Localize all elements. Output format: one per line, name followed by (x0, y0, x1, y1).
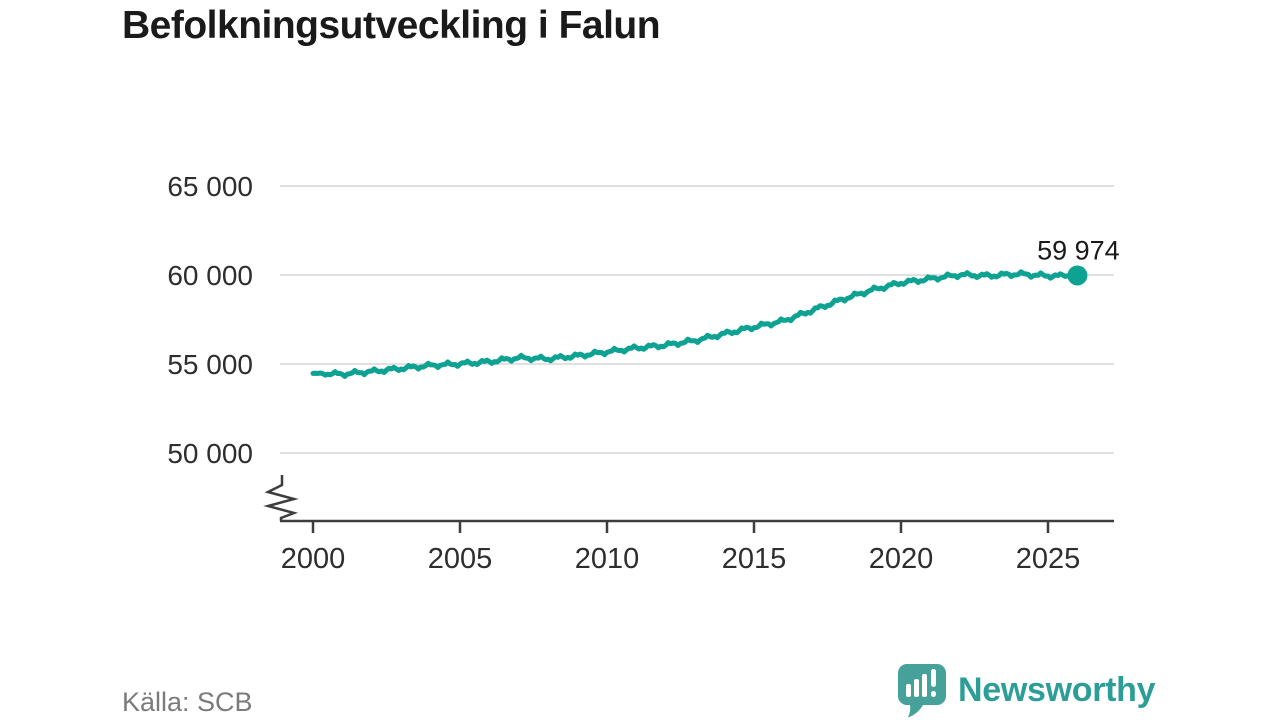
x-axis-tick-label: 2025 (1016, 543, 1081, 575)
x-axis-tick-label: 2010 (575, 543, 640, 575)
newsworthy-logo-icon (898, 664, 946, 718)
newsworthy-logo: Newsworthy (897, 663, 1156, 718)
newsworthy-logo-text: Newsworthy (958, 671, 1156, 709)
y-axis-break-icon (263, 475, 299, 521)
chart-title: Befolkningsutveckling i Falun (122, 4, 661, 47)
y-axis-tick-label: 50 000 (167, 438, 253, 469)
bar-chart-bar-3 (922, 674, 927, 697)
bar-chart-bar-1 (906, 684, 911, 697)
y-axis-tick-label: 60 000 (167, 260, 253, 291)
x-axis-tick-label: 2005 (428, 543, 493, 575)
x-axis-tick-label: 2000 (281, 543, 346, 575)
exclamation-bar (931, 669, 936, 687)
bar-chart-bar-2 (914, 679, 919, 697)
source-note: Källa: SCB (122, 687, 253, 717)
x-axis-tick-label: 2020 (869, 543, 934, 575)
latest-value-label: 59 974 (1037, 235, 1120, 265)
exclamation-dot (931, 691, 936, 697)
population-series-line (310, 269, 1080, 379)
y-axis-tick-label: 65 000 (167, 171, 253, 202)
latest-value-marker (1067, 265, 1088, 286)
x-axis-tick-label: 2015 (722, 543, 787, 575)
y-axis-tick-label: 55 000 (167, 349, 253, 380)
